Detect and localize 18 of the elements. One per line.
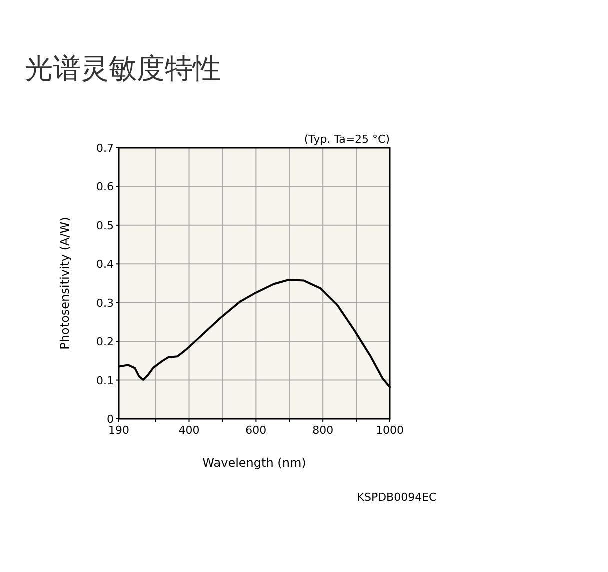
y-tick-label: 0.4 [96,258,114,272]
x-axis-title: Wavelength (nm) [202,456,306,470]
x-tick-label: 1000 [376,424,404,437]
y-axis-title: Photosensitivity (A/W) [58,217,72,350]
x-tick-label: 600 [246,424,267,437]
y-tick-label: 0.6 [96,180,114,194]
x-tick-label: 800 [312,424,334,437]
y-tick-label: 0.5 [96,219,114,232]
y-tick-label: 0.3 [96,296,114,310]
y-tick-label: 0 [107,413,114,426]
text: KSPDB0094EC [357,491,438,504]
y-tick-label: 0.1 [96,374,114,388]
x-tick-label: 190 [108,424,130,437]
x-tick-label: 400 [178,424,200,437]
y-tick-label: 0.2 [96,336,114,349]
y-tick-label: 0.7 [96,142,114,155]
chart-title: 光谱灵敏度特性 [25,52,221,85]
text: (Typ. Ta=25 °C) [304,133,390,146]
